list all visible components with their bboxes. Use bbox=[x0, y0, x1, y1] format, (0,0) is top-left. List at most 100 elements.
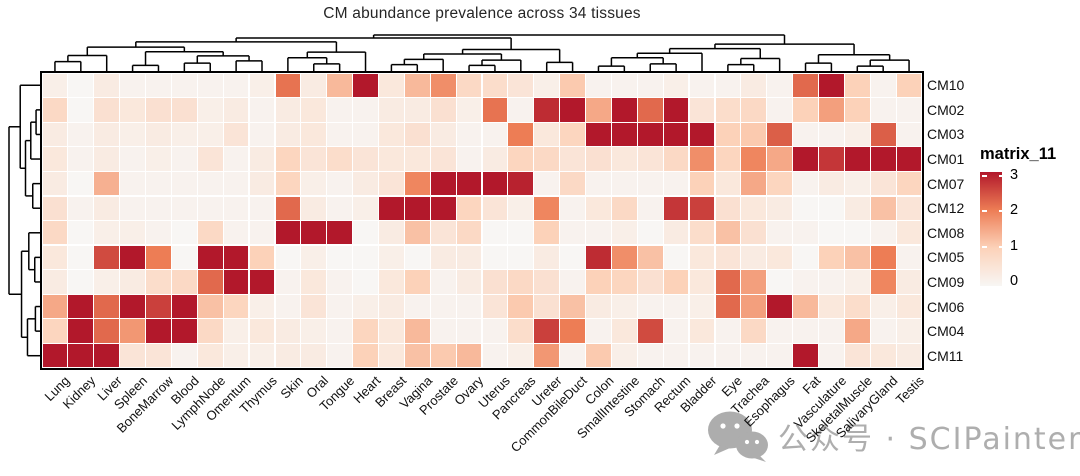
heatmap-cell-CM05-LymphNode bbox=[197, 245, 223, 270]
heatmap-cell-CM09-Ureter bbox=[534, 270, 560, 294]
heatmap-cell-CM08-Uterus bbox=[482, 221, 508, 245]
heatmap-cell-CM03-Pancreas bbox=[508, 122, 534, 147]
heatmap-cell-CM08-Pancreas bbox=[508, 221, 534, 245]
heatmap-cell-CM08-Rectum bbox=[663, 221, 689, 245]
heatmap-cell-CM10-Testis bbox=[896, 73, 922, 97]
heatmap-cell-CM07-Esophagus bbox=[767, 171, 792, 196]
heatmap-cell-CM03-Omentum bbox=[223, 122, 249, 147]
heatmap-cell-CM09-Ovary bbox=[456, 270, 482, 294]
heatmap-cell-CM01-Testis bbox=[896, 147, 922, 171]
heatmap-cell-CM06-Liver bbox=[94, 294, 120, 319]
heatmap-cell-CM03-SkeletalMuscle bbox=[844, 122, 870, 147]
heatmap-cell-CM07-Thymus bbox=[249, 171, 275, 196]
heatmap-cell-CM02-Spleen bbox=[120, 98, 145, 122]
heatmap-cell-CM08-SmallIntestine bbox=[612, 221, 637, 245]
heatmap-cell-CM06-Colon bbox=[586, 294, 611, 319]
heatmap-cell-CM04-CommonBileDuct bbox=[560, 319, 585, 343]
heatmap-cell-CM01-Blood bbox=[172, 147, 197, 171]
heatmap-cell-CM04-BoneMarrow bbox=[146, 319, 171, 343]
heatmap-cell-CM02-SalivaryGland bbox=[870, 98, 896, 122]
heatmap-cell-CM01-Ovary bbox=[456, 147, 482, 171]
heatmap-cell-CM12-Testis bbox=[896, 196, 922, 220]
heatmap-cell-CM09-Blood bbox=[172, 270, 197, 294]
heatmap-cell-CM09-Bladder bbox=[689, 270, 715, 294]
heatmap-cell-CM04-Thymus bbox=[249, 319, 275, 343]
heatmap-cell-CM02-Rectum bbox=[663, 98, 689, 122]
heatmap-cell-CM03-Thymus bbox=[249, 122, 275, 147]
heatmap-cell-CM08-Trachea bbox=[741, 221, 767, 245]
heatmap-cell-CM01-Uterus bbox=[482, 147, 508, 171]
heatmap-cell-CM06-Tongue bbox=[327, 294, 352, 319]
row-dendrogram bbox=[8, 84, 42, 357]
heatmap-cell-CM09-SmallIntestine bbox=[612, 270, 637, 294]
heatmap-cell-CM10-Oral bbox=[301, 73, 327, 97]
heatmap-cell-CM12-Vagina bbox=[404, 196, 430, 220]
heatmap-cell-CM04-Ureter bbox=[534, 319, 560, 343]
heatmap-cell-CM06-LymphNode bbox=[197, 294, 223, 319]
heatmap-cell-CM09-Testis bbox=[896, 270, 922, 294]
heatmap-cell-CM10-Esophagus bbox=[767, 73, 792, 97]
heatmap-cell-CM10-Vagina bbox=[404, 73, 430, 97]
heatmap-cell-CM11-Fat bbox=[793, 344, 818, 368]
heatmap-cell-CM01-Heart bbox=[353, 147, 378, 171]
heatmap-cell-CM02-Fat bbox=[793, 98, 818, 122]
heatmap-cell-CM02-BoneMarrow bbox=[146, 98, 171, 122]
heatmap-cell-CM10-Blood bbox=[172, 73, 197, 97]
heatmap-cell-CM02-Vasculature bbox=[819, 98, 844, 122]
heatmap-cell-CM10-SkeletalMuscle bbox=[844, 73, 870, 97]
row-label-CM03: CM03 bbox=[927, 126, 965, 143]
heatmap-cell-CM10-Ureter bbox=[534, 73, 560, 97]
heatmap-cell-CM11-Ovary bbox=[456, 344, 482, 368]
row-label-CM06: CM06 bbox=[927, 298, 965, 315]
heatmap-cell-CM06-Ureter bbox=[534, 294, 560, 319]
column-label-Skin: Skin bbox=[276, 373, 306, 402]
heatmap-cell-CM02-Stomach bbox=[637, 98, 663, 122]
heatmap-cell-CM12-Lung bbox=[42, 196, 68, 220]
row-label-CM08: CM08 bbox=[927, 224, 965, 241]
heatmap-cell-CM12-Ureter bbox=[534, 196, 560, 220]
heatmap-cell-CM11-Trachea bbox=[741, 344, 767, 368]
heatmap-cell-CM10-LymphNode bbox=[197, 73, 223, 97]
heatmap-cell-CM12-Thymus bbox=[249, 196, 275, 220]
heatmap-cell-CM11-Heart bbox=[353, 344, 378, 368]
heatmap-cell-CM06-Kidney bbox=[68, 294, 94, 319]
heatmap-cell-CM06-Omentum bbox=[223, 294, 249, 319]
row-label-CM05: CM05 bbox=[927, 249, 965, 266]
heatmap-cell-CM12-SmallIntestine bbox=[612, 196, 637, 220]
heatmap-cell-CM11-Lung bbox=[42, 344, 68, 368]
heatmap-cell-CM03-Kidney bbox=[68, 122, 94, 147]
heatmap-cell-CM11-Vasculature bbox=[819, 344, 844, 368]
heatmap-cell-CM09-BoneMarrow bbox=[146, 270, 171, 294]
heatmap-cell-CM09-Esophagus bbox=[767, 270, 792, 294]
heatmap-cell-CM12-SalivaryGland bbox=[870, 196, 896, 220]
heatmap-cell-CM05-Testis bbox=[896, 245, 922, 270]
heatmap-cell-CM06-CommonBileDuct bbox=[560, 294, 585, 319]
heatmap-cell-CM02-LymphNode bbox=[197, 98, 223, 122]
heatmap-cell-CM12-Prostate bbox=[430, 196, 456, 220]
heatmap-cell-CM06-BoneMarrow bbox=[146, 294, 171, 319]
heatmap-cell-CM08-Ovary bbox=[456, 221, 482, 245]
heatmap-cell-CM02-Ureter bbox=[534, 98, 560, 122]
heatmap-cell-CM04-Rectum bbox=[663, 319, 689, 343]
heatmap-cell-CM05-Stomach bbox=[637, 245, 663, 270]
heatmap-cell-CM10-Liver bbox=[94, 73, 120, 97]
legend-tick-label-2: 2 bbox=[1010, 202, 1019, 219]
heatmap-cell-CM07-Skin bbox=[275, 171, 301, 196]
heatmap-cell-CM06-Eye bbox=[715, 294, 741, 319]
heatmap-cell-CM10-Heart bbox=[353, 73, 378, 97]
heatmap-cell-CM08-Breast bbox=[379, 221, 404, 245]
heatmap-cell-CM10-CommonBileDuct bbox=[560, 73, 585, 97]
heatmap-cell-CM05-Uterus bbox=[482, 245, 508, 270]
heatmap-cell-CM01-SmallIntestine bbox=[612, 147, 637, 171]
heatmap-cell-CM11-Breast bbox=[379, 344, 404, 368]
heatmap-cell-CM03-Vasculature bbox=[819, 122, 844, 147]
heatmap-cell-CM03-Testis bbox=[896, 122, 922, 147]
heatmap-cell-CM09-Spleen bbox=[120, 270, 145, 294]
heatmap-cell-CM08-Vasculature bbox=[819, 221, 844, 245]
heatmap-cell-CM04-Kidney bbox=[68, 319, 94, 343]
heatmap-cell-CM04-SmallIntestine bbox=[612, 319, 637, 343]
heatmap-cell-CM06-Prostate bbox=[430, 294, 456, 319]
heatmap-cell-CM11-Omentum bbox=[223, 344, 249, 368]
heatmap-cell-CM11-Ureter bbox=[534, 344, 560, 368]
heatmap-cell-CM07-Pancreas bbox=[508, 171, 534, 196]
